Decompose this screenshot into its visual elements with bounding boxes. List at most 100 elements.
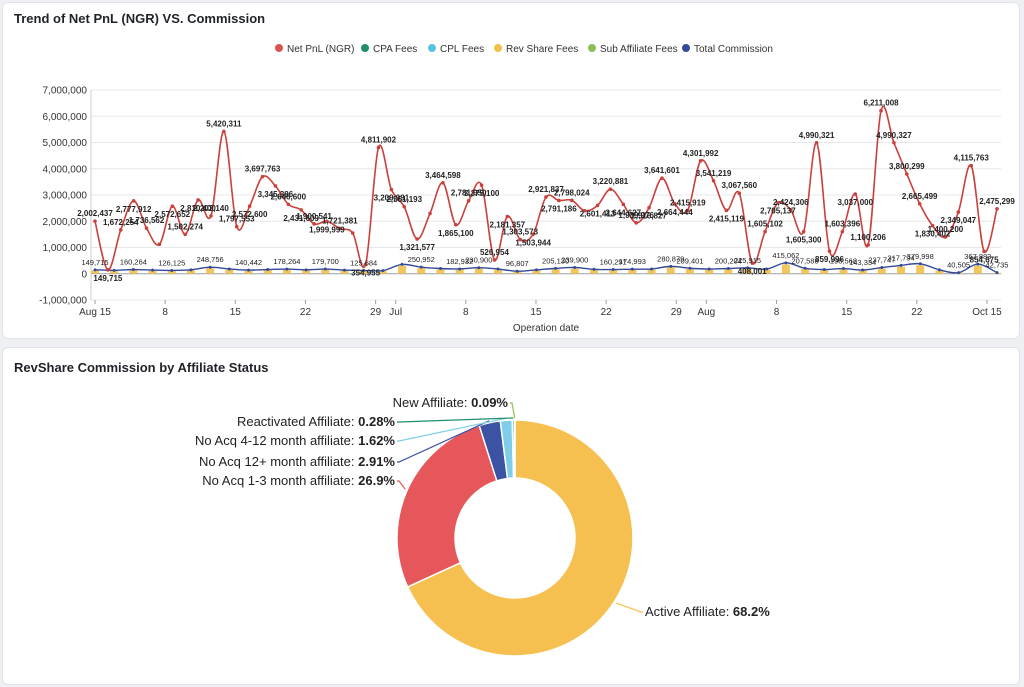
commission-point xyxy=(611,268,615,272)
net-pnl-point xyxy=(441,181,445,185)
rev-share-bar xyxy=(647,269,656,274)
data-label: 2,791,186 xyxy=(541,204,577,213)
rev-share-bar xyxy=(666,267,675,274)
data-label: 2,424,306 xyxy=(773,198,809,207)
legend-marker xyxy=(361,44,369,52)
data-label: 2,572,600 xyxy=(232,210,268,219)
net-pnl-point xyxy=(737,191,742,196)
slice-label: Reactivated Affiliate: 0.28% xyxy=(237,414,514,429)
net-pnl-point xyxy=(892,140,896,145)
data-label: 140,442 xyxy=(235,258,262,267)
rev-share-bar xyxy=(494,269,503,274)
net-pnl-point xyxy=(608,187,613,192)
net-pnl-point xyxy=(273,184,278,188)
commission-point xyxy=(400,262,404,266)
rev-share-bar xyxy=(302,270,311,274)
data-label: 2,646,600 xyxy=(270,192,306,201)
net-pnl-point xyxy=(350,231,355,235)
net-pnl-point xyxy=(621,202,626,207)
data-label: 2,475,299 xyxy=(979,197,1015,206)
net-pnl-point xyxy=(905,172,909,176)
rev-share-bar xyxy=(877,268,886,274)
data-label: 3,697,763 xyxy=(245,165,281,174)
rev-share-bar xyxy=(801,269,810,274)
data-label: 2,798,024 xyxy=(554,188,590,197)
data-label: 2,203,140 xyxy=(193,204,229,213)
data-label: 1,865,100 xyxy=(438,229,474,238)
data-label: 3,800,299 xyxy=(889,162,925,171)
net-pnl-point xyxy=(479,183,484,187)
data-label: 4,811,902 xyxy=(361,135,397,144)
data-label: 40,505 xyxy=(947,261,970,270)
data-label: 205,130 xyxy=(542,256,569,265)
data-label: 3,641,601 xyxy=(644,166,680,175)
net-pnl-point xyxy=(518,237,523,242)
y-tick-label: 3,000,000 xyxy=(43,191,88,202)
commission-point xyxy=(342,268,346,272)
net-pnl-points xyxy=(93,108,999,272)
y-tick-label: 2,000,000 xyxy=(43,217,88,228)
rev-share-bar xyxy=(858,270,867,274)
data-label: 354,955 xyxy=(351,268,380,277)
donut-slice xyxy=(513,419,516,479)
x-tick-label: Oct 15 xyxy=(972,307,1002,318)
data-label: 1,999,999 xyxy=(309,225,345,234)
commission-point xyxy=(477,266,481,270)
net-pnl-point xyxy=(531,232,535,237)
slice-label-text: No Acq 12+ month affiliate: 2.91% xyxy=(199,454,395,469)
rev-share-bar xyxy=(474,268,483,274)
rev-share-bar xyxy=(225,269,234,274)
data-label: 207,588 xyxy=(792,256,819,265)
legend-marker xyxy=(428,44,436,52)
data-label: 4,115,763 xyxy=(954,154,990,163)
legend-marker xyxy=(588,44,596,52)
data-label: 2,002,437 xyxy=(77,209,113,218)
leader-line xyxy=(510,402,516,419)
rev-share-bar xyxy=(282,269,291,274)
rev-share-bar xyxy=(455,269,464,274)
data-label: 415,062 xyxy=(772,251,799,260)
data-label: 3,067,560 xyxy=(721,181,757,190)
x-tick-label: 22 xyxy=(300,307,312,318)
data-label: 379,998 xyxy=(907,252,934,261)
data-label: 174,993 xyxy=(619,257,646,266)
slice-label: New Affiliate: 0.09% xyxy=(393,395,516,419)
slice-label-text: No Acq 4-12 month affiliate: 1.62% xyxy=(195,433,395,448)
net-pnl-point xyxy=(247,204,252,209)
rev-share-bar xyxy=(263,270,272,274)
commission-point xyxy=(93,268,97,272)
slice-label-text: Active Affiliate: 68.2% xyxy=(645,604,770,619)
rev-share-bar xyxy=(417,268,426,274)
net-pnl-point xyxy=(647,205,651,210)
data-label: 2,415,919 xyxy=(670,198,706,207)
commission-point xyxy=(227,267,231,271)
x-tick-label: 8 xyxy=(463,307,469,318)
rev-share-bar xyxy=(916,265,925,274)
net-pnl-point xyxy=(338,226,342,231)
legend-label: Total Commission xyxy=(694,44,773,55)
net-pnl-point xyxy=(969,163,974,168)
legend-item: Sub Affiliate Fees xyxy=(588,44,678,55)
line-chart-card: Trend of Net PnL (NGR) VS. Commission Ne… xyxy=(2,2,1020,339)
data-label: 125,684 xyxy=(350,258,377,267)
rev-share-bar xyxy=(186,270,195,274)
commission-point xyxy=(630,267,634,271)
commission-point xyxy=(726,266,730,270)
legend-label: CPL Fees xyxy=(440,44,484,55)
commission-point xyxy=(266,268,270,272)
commission-point xyxy=(189,268,193,272)
net-pnl-point xyxy=(763,229,767,234)
x-axis: Aug 15 8 15 22 29 Jul 8 15 22 29 Aug 8 15 22 Oct 15 Ope… xyxy=(79,300,1002,334)
y-tick-label: 7,000,000 xyxy=(43,86,88,97)
net-pnl-point xyxy=(299,208,303,212)
rev-share-bar xyxy=(167,270,176,274)
total-commission-line xyxy=(94,262,998,274)
net-pnl-point xyxy=(492,258,497,262)
data-label: 859,996 xyxy=(815,255,844,264)
net-pnl-point xyxy=(106,268,110,272)
commission-point xyxy=(362,268,366,272)
commission-data-labels: 149,715 160,264 126,125 248,756 140,442 178,2… xyxy=(81,251,1008,270)
data-label: 225,915 xyxy=(734,256,761,265)
legend-item: CPA Fees xyxy=(361,44,417,55)
net-pnl-point xyxy=(698,159,703,163)
